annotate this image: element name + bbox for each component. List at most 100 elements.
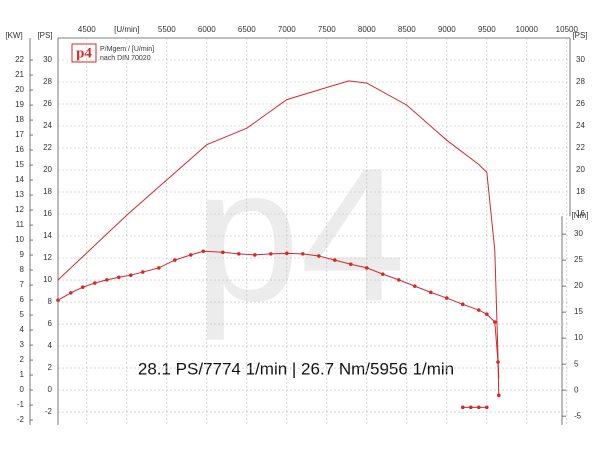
y-tick-label: 22 xyxy=(43,143,52,152)
y-tick-label: 4 xyxy=(48,341,53,350)
x-tick-label: 6500 xyxy=(238,25,256,34)
data-point xyxy=(445,296,449,300)
kw-tick-label: 13 xyxy=(15,190,24,199)
y-axis-label-right: [PS] xyxy=(572,31,587,40)
kw-tick-label: 15 xyxy=(15,160,24,169)
y-tick-label-right: 28 xyxy=(576,77,585,86)
kw-tick-label: 21 xyxy=(15,70,24,79)
y2-tick-label: 15 xyxy=(574,307,583,316)
x-tick-label: 8000 xyxy=(358,25,376,34)
data-point xyxy=(317,254,321,258)
data-point xyxy=(477,405,481,410)
y-tick-label: 26 xyxy=(43,99,52,108)
y-tick-label-right: 16 xyxy=(576,209,585,218)
x-tick-label: 6000 xyxy=(198,25,216,34)
y-tick-label: 8 xyxy=(48,297,53,306)
x-tick-label: 7000 xyxy=(278,25,296,34)
data-point xyxy=(497,393,501,398)
kw-tick-label: 6 xyxy=(20,295,25,304)
y2-tick-label: 20 xyxy=(574,281,583,290)
y2-tick-label: 25 xyxy=(574,255,583,264)
data-point xyxy=(157,266,161,270)
y-tick-label: 12 xyxy=(43,253,52,262)
data-point xyxy=(269,252,273,256)
data-point xyxy=(81,285,85,289)
kw-tick-label: 8 xyxy=(20,265,25,274)
kw-axis-label: [KW] xyxy=(5,31,22,40)
y-tick-label-right: 30 xyxy=(576,55,585,64)
kw-tick-label: 17 xyxy=(15,130,24,139)
y-axis-label: [PS] xyxy=(37,31,52,40)
y2-tick-label: 0 xyxy=(574,385,579,394)
x-tick-label: 5500 xyxy=(158,25,176,34)
kw-tick-label: 18 xyxy=(15,115,24,124)
data-point xyxy=(485,405,489,410)
kw-tick-label: 20 xyxy=(15,85,24,94)
data-point xyxy=(493,320,497,324)
data-point xyxy=(93,281,97,285)
kw-tick-label: 3 xyxy=(20,340,25,349)
y2-tick-label: 5 xyxy=(574,359,579,368)
kw-tick-label: 19 xyxy=(15,100,24,109)
data-point xyxy=(333,258,337,262)
data-point xyxy=(469,405,473,410)
kw-tick-label: 2 xyxy=(20,355,25,364)
data-point xyxy=(485,312,489,317)
data-point xyxy=(253,253,257,257)
logo-mark: p4 xyxy=(76,45,92,61)
x-tick-label: 9000 xyxy=(438,25,456,34)
data-point xyxy=(496,360,500,364)
data-point xyxy=(129,273,133,277)
data-point xyxy=(141,270,145,274)
data-point xyxy=(461,302,465,307)
data-point xyxy=(173,258,177,262)
y-tick-label: 24 xyxy=(43,121,52,130)
kw-tick-label: -1 xyxy=(17,400,25,409)
watermark: p4 xyxy=(194,129,405,341)
y-tick-label: 30 xyxy=(43,55,52,64)
logo-line: P/Mgem / [U/min] xyxy=(100,46,154,53)
x-tick-label: 8500 xyxy=(398,25,416,34)
y2-tick-label: 10 xyxy=(574,333,583,342)
x-tick-label: 10500 xyxy=(556,25,579,34)
y-tick-label-right: 22 xyxy=(576,143,585,152)
y2-tick-label: -5 xyxy=(574,411,582,420)
annotation: 28.1 PS/7774 1/min | 26.7 Nm/5956 1/min xyxy=(138,359,454,378)
kw-tick-label: 0 xyxy=(20,385,25,394)
data-point xyxy=(69,291,73,295)
data-point xyxy=(413,284,417,288)
y2-tick-label: 30 xyxy=(574,229,583,238)
y-tick-label-right: 26 xyxy=(576,99,585,108)
y-tick-label-right: 18 xyxy=(576,187,585,196)
y-tick-label: 20 xyxy=(43,165,52,174)
y-tick-label: 0 xyxy=(48,385,53,394)
kw-tick-label: 16 xyxy=(15,145,24,154)
y-tick-label: 14 xyxy=(43,231,52,240)
data-point xyxy=(56,298,60,302)
x-tick-label: 4500 xyxy=(78,25,96,34)
data-point xyxy=(429,290,433,295)
y-tick-label: -2 xyxy=(45,407,53,416)
data-point xyxy=(117,275,121,280)
y2-axis-label: [Nm] xyxy=(572,211,589,220)
series-line xyxy=(57,80,500,380)
data-point xyxy=(189,253,193,257)
data-point xyxy=(221,250,225,255)
data-point xyxy=(397,278,401,282)
data-point xyxy=(201,249,206,254)
y-tick-label-right: 24 xyxy=(576,121,585,130)
data-point xyxy=(105,278,109,282)
y-tick-label: 18 xyxy=(43,187,52,196)
y-tick-label: 2 xyxy=(48,363,53,372)
kw-tick-label: 4 xyxy=(20,325,25,334)
kw-tick-label: 14 xyxy=(15,175,24,184)
data-point xyxy=(237,252,241,256)
kw-tick-label: 22 xyxy=(15,55,24,64)
y-tick-label: 6 xyxy=(48,319,53,328)
kw-tick-label: 12 xyxy=(15,205,24,214)
kw-tick-label: 11 xyxy=(16,220,25,229)
kw-tick-label: 9 xyxy=(20,250,25,259)
kw-tick-label: 10 xyxy=(15,235,24,244)
